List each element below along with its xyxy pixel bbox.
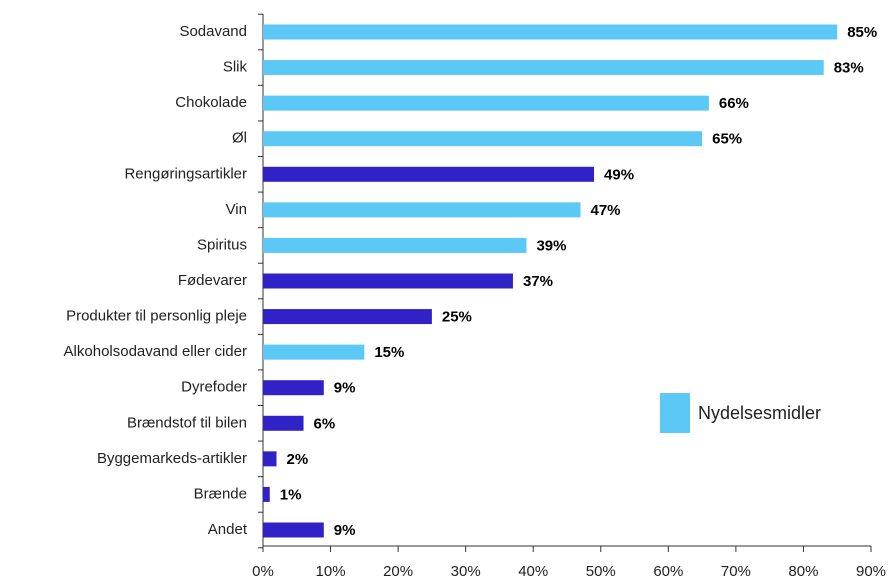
bar	[263, 309, 432, 325]
category-label: Alkoholsodavand eller cider	[64, 343, 247, 360]
category-label: Dyrefoder	[181, 379, 247, 396]
category-label: Fødevarer	[178, 272, 247, 289]
x-tick-label: 10%	[316, 563, 346, 580]
bar	[263, 344, 365, 360]
x-tick-label: 20%	[383, 563, 413, 580]
x-tick-label: 60%	[653, 563, 683, 580]
value-label: 39%	[536, 237, 566, 254]
x-tick-label: 30%	[451, 563, 481, 580]
category-label: Chokolade	[175, 94, 247, 111]
x-tick-label: 0%	[252, 563, 274, 580]
value-label: 85%	[847, 24, 877, 41]
bar	[263, 24, 838, 40]
bar	[263, 60, 824, 76]
x-tick-label: 50%	[586, 563, 616, 580]
value-label: 37%	[523, 273, 553, 290]
value-label: 65%	[712, 131, 742, 148]
x-tick-label: 90%	[856, 563, 886, 580]
bar	[263, 95, 709, 111]
category-label: Byggemarkeds-artikler	[97, 450, 247, 467]
category-label: Rengøringsartikler	[124, 165, 247, 182]
bar	[263, 380, 324, 396]
value-label: 9%	[334, 522, 356, 539]
value-label: 6%	[314, 415, 336, 432]
value-label: 49%	[604, 166, 634, 183]
bar	[263, 522, 324, 538]
bar	[263, 415, 304, 431]
bar	[263, 273, 513, 289]
category-label: Slik	[223, 59, 248, 76]
category-label: Spiritus	[197, 236, 247, 253]
value-label: 83%	[834, 60, 864, 77]
bar	[263, 202, 581, 218]
category-label: Produkter til personlig pleje	[66, 308, 247, 325]
bar	[263, 451, 277, 467]
category-label: Øl	[232, 130, 247, 147]
bar	[263, 166, 595, 182]
bar	[263, 486, 270, 502]
category-label: Brænde	[194, 485, 247, 502]
value-label: 66%	[719, 95, 749, 112]
bar	[263, 131, 703, 147]
value-label: 2%	[287, 451, 309, 468]
category-label: Vin	[226, 201, 247, 218]
legend-swatch	[660, 393, 690, 433]
bar	[263, 237, 527, 253]
legend-label: Nydelsesmidler	[698, 403, 821, 423]
x-tick-label: 70%	[721, 563, 751, 580]
value-label: 15%	[374, 344, 404, 361]
value-label: 25%	[442, 309, 472, 326]
value-label: 1%	[280, 486, 302, 503]
value-label: 47%	[591, 202, 621, 219]
category-label: Andet	[208, 521, 248, 538]
category-label: Sodavand	[179, 23, 247, 40]
x-tick-label: 80%	[788, 563, 818, 580]
category-label: Brændstof til bilen	[127, 414, 247, 431]
value-label: 9%	[334, 380, 356, 397]
x-tick-label: 40%	[518, 563, 548, 580]
